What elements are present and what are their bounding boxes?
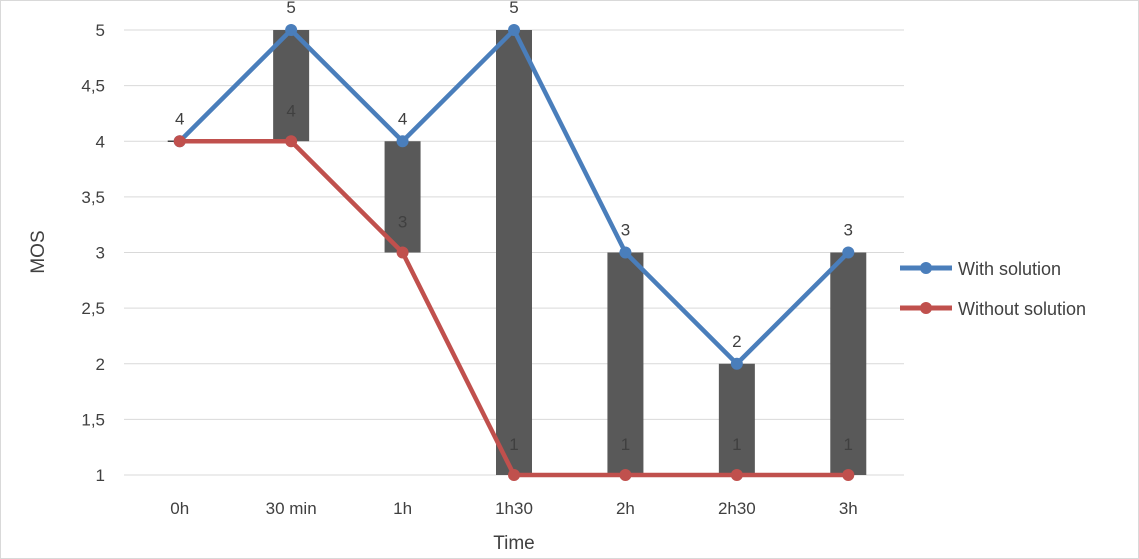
series-lines bbox=[173, 24, 855, 481]
y-tick-label: 2 bbox=[96, 355, 105, 374]
data-labels: 4 5 4 5 3 2 3 4 3 1 1 1 1 bbox=[175, 0, 853, 454]
legend-label-without-solution: Without solution bbox=[958, 299, 1086, 319]
y-tick-label: 1 bbox=[96, 466, 105, 485]
data-point bbox=[842, 246, 855, 259]
y-axis-tick-labels: 1 1,5 2 2,5 3 3,5 4 4,5 5 bbox=[81, 21, 105, 485]
high-low-bar bbox=[607, 252, 644, 475]
data-label-without-solution: 1 bbox=[732, 435, 741, 454]
high-low-bar bbox=[830, 252, 867, 475]
x-axis-title: Time bbox=[493, 533, 535, 554]
y-tick-label: 5 bbox=[96, 21, 105, 40]
data-label-with-solution: 5 bbox=[286, 0, 295, 17]
legend-marker-with-solution bbox=[920, 262, 932, 274]
high-low-bar bbox=[273, 30, 310, 142]
data-label-without-solution: 3 bbox=[398, 213, 407, 232]
high-low-bar bbox=[496, 30, 532, 475]
data-point bbox=[730, 469, 743, 481]
y-tick-label: 3,5 bbox=[81, 188, 105, 207]
x-tick-label: 3h bbox=[839, 499, 858, 518]
x-tick-label: 1h30 bbox=[495, 499, 533, 518]
data-label-with-solution: 4 bbox=[398, 109, 407, 128]
data-label-with-solution: 3 bbox=[621, 221, 630, 240]
data-point bbox=[730, 357, 743, 370]
data-label-with-solution: 5 bbox=[509, 0, 518, 17]
data-point bbox=[396, 246, 409, 259]
legend-marker-without-solution bbox=[920, 302, 932, 314]
data-label-without-solution: 1 bbox=[509, 435, 518, 454]
legend-entry-without-solution: Without solution bbox=[900, 299, 1086, 319]
data-point bbox=[508, 24, 520, 36]
legend-entry-with-solution: With solution bbox=[900, 259, 1061, 279]
high-low-bars bbox=[167, 30, 867, 475]
y-tick-label: 2,5 bbox=[81, 299, 105, 318]
data-label-without-solution: 4 bbox=[286, 101, 295, 120]
legend: With solution Without solution bbox=[900, 259, 1086, 319]
high-low-bar bbox=[718, 363, 755, 475]
x-tick-label: 30 min bbox=[266, 499, 317, 518]
data-label-without-solution: 1 bbox=[621, 435, 630, 454]
y-tick-label: 4 bbox=[96, 132, 105, 151]
high-low-bar bbox=[384, 141, 421, 253]
y-tick-label: 1,5 bbox=[81, 410, 105, 429]
data-point bbox=[619, 469, 632, 481]
data-label-with-solution: 4 bbox=[175, 109, 184, 128]
legend-label-with-solution: With solution bbox=[958, 259, 1061, 279]
y-tick-label: 4,5 bbox=[81, 77, 105, 96]
data-label-without-solution: 1 bbox=[844, 435, 853, 454]
y-tick-label: 3 bbox=[96, 244, 105, 263]
data-point bbox=[285, 24, 298, 36]
data-point bbox=[396, 135, 409, 148]
data-point bbox=[508, 469, 520, 481]
x-tick-label: 0h bbox=[170, 499, 189, 518]
data-point bbox=[842, 469, 855, 481]
x-axis-tick-labels: 0h 30 min 1h 1h30 2h 2h30 3h bbox=[170, 499, 857, 518]
y-axis-title: MOS bbox=[28, 230, 49, 273]
data-label-with-solution: 2 bbox=[732, 332, 741, 351]
data-point bbox=[619, 246, 632, 259]
x-tick-label: 2h30 bbox=[718, 499, 756, 518]
data-point bbox=[173, 135, 186, 148]
x-tick-label: 2h bbox=[616, 499, 635, 518]
data-point bbox=[285, 135, 298, 148]
data-label-with-solution: 3 bbox=[844, 221, 853, 240]
x-tick-label: 1h bbox=[393, 499, 412, 518]
